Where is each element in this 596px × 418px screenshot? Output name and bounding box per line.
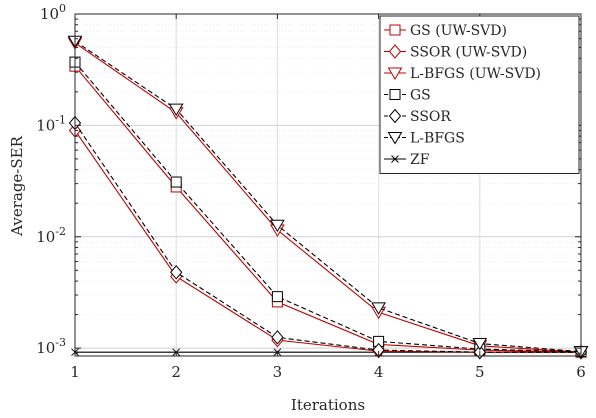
x-tick-label: 2 — [171, 363, 181, 381]
y-tick-label: 10-2 — [36, 225, 66, 246]
legend-label: SSOR — [410, 109, 451, 125]
y-axis-label: Average-SER — [8, 135, 26, 236]
legend-label: ZF — [410, 152, 430, 168]
legend-label: GS (UW-SVD) — [410, 23, 507, 39]
data-point-diamond — [388, 108, 402, 124]
data-point-triangle — [472, 338, 488, 351]
y-tick-label: 100 — [40, 2, 66, 23]
x-tick-label: 1 — [70, 363, 80, 381]
x-axis-label: Iterations — [291, 396, 365, 414]
plot-frame — [74, 13, 582, 357]
data-point-x — [391, 155, 399, 163]
legend-item: GS — [384, 88, 431, 104]
legend-item: SSOR (UW-SVD) — [384, 44, 527, 61]
data-point-triangle — [387, 132, 403, 145]
legend-label: SSOR (UW-SVD) — [410, 45, 527, 61]
data-point-triangle — [387, 67, 403, 80]
data-point-square — [271, 291, 283, 303]
series-line — [74, 61, 582, 353]
data-point-triangle — [168, 103, 184, 117]
grid — [74, 13, 582, 356]
legend-label: L-BFGS — [410, 131, 465, 147]
data-point-square — [389, 24, 401, 36]
series-line — [74, 40, 582, 353]
x-tick-label: 6 — [576, 363, 586, 381]
data-point-square — [170, 176, 182, 188]
data-point-x-stroke — [391, 155, 399, 163]
series-layer — [67, 35, 589, 360]
data-point-diamond — [271, 330, 284, 345]
data-point-diamond — [388, 44, 402, 59]
legend-label: L-BFGS (UW-SVD) — [410, 66, 541, 82]
x-tick-label: 3 — [273, 363, 283, 381]
series-line — [74, 65, 582, 353]
data-point-diamond — [372, 342, 385, 358]
legend-item: SSOR — [384, 108, 451, 125]
legend: GS (UW-SVD) SSOR (UW-SVD) L-BFGS (UW-SVD) G… — [379, 15, 580, 174]
legend-box — [379, 15, 580, 174]
legend-item: L-BFGS — [384, 131, 465, 147]
legend-item: GS (UW-SVD) — [384, 23, 507, 39]
x-tick-label: 5 — [475, 363, 485, 381]
legend-label: GS — [410, 88, 431, 104]
series-line — [74, 42, 582, 353]
legend-item: L-BFGS (UW-SVD) — [384, 66, 541, 82]
data-point-triangle — [371, 302, 386, 315]
data-point-triangle — [270, 219, 285, 233]
y-tick-label: 10-3 — [36, 336, 66, 357]
x-tick-label: 4 — [374, 363, 384, 381]
data-point-diamond — [170, 264, 183, 280]
data-point-square — [389, 89, 401, 100]
series-line — [74, 122, 581, 353]
y-tick-label: 10-1 — [36, 113, 66, 134]
legend-item: ZF — [384, 152, 430, 168]
